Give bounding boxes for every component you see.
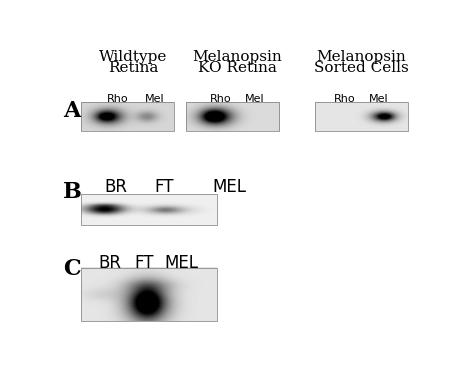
Text: MEL: MEL	[164, 254, 198, 272]
Text: Rho: Rho	[107, 94, 128, 104]
Text: Mel: Mel	[245, 94, 264, 104]
Bar	[81, 194, 217, 225]
Text: Mel: Mel	[369, 94, 388, 104]
Text: BR: BR	[98, 254, 121, 272]
Text: MEL: MEL	[213, 178, 247, 196]
Text: BR: BR	[104, 178, 128, 196]
Bar	[81, 102, 174, 131]
Bar	[186, 102, 279, 131]
Text: FT: FT	[135, 254, 154, 272]
Text: C: C	[63, 258, 81, 280]
Text: Retina: Retina	[108, 61, 158, 75]
Text: Rho: Rho	[210, 94, 231, 104]
Text: A: A	[63, 100, 81, 123]
Text: Melanopsin: Melanopsin	[317, 51, 406, 65]
Text: Mel: Mel	[145, 94, 164, 104]
Text: Rho: Rho	[334, 94, 355, 104]
Bar	[315, 102, 408, 131]
Text: KO Retina: KO Retina	[198, 61, 277, 75]
Bar	[81, 268, 217, 321]
Text: Sorted Cells: Sorted Cells	[314, 61, 409, 75]
Text: Melanopsin: Melanopsin	[192, 51, 283, 65]
Text: FT: FT	[154, 178, 173, 196]
Text: B: B	[63, 181, 82, 203]
Text: Wildtype: Wildtype	[99, 51, 167, 65]
